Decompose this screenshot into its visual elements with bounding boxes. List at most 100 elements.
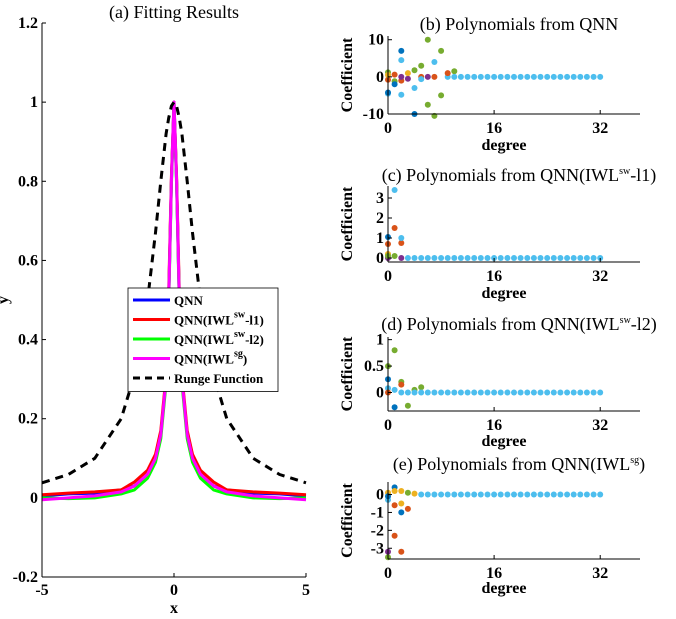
point-d: [504, 389, 511, 396]
ylabel-c: Coefficient: [339, 186, 356, 261]
point-e: [544, 491, 551, 498]
point-b: [451, 68, 458, 75]
point-e: [477, 491, 484, 498]
ytick-label-c: 1: [376, 230, 384, 247]
point-b: [471, 73, 478, 80]
point-c: [464, 255, 471, 261]
ytick-label-c: 0: [376, 250, 384, 267]
point-d: [457, 389, 464, 396]
point-c: [391, 253, 398, 259]
point-d: [577, 389, 584, 396]
point-b: [511, 73, 517, 80]
point-d: [484, 389, 491, 396]
point-c: [517, 255, 524, 261]
point-b: [431, 73, 438, 80]
legend-label-4: Runge Function: [174, 371, 264, 386]
legend-label-1: QNN(IWLsw-l1): [174, 310, 264, 328]
point-e: [570, 491, 577, 498]
point-e: [398, 500, 405, 507]
point-d: [404, 402, 411, 409]
point-c: [504, 255, 511, 261]
point-d: [398, 389, 405, 396]
point-c: [570, 255, 577, 261]
point-b: [398, 91, 405, 98]
title-a: (a) Fitting Results: [109, 2, 239, 23]
point-b: [457, 73, 464, 80]
xlabel-e: degree: [481, 580, 526, 597]
point-b: [524, 73, 531, 80]
legend-a: QNN QNN(IWLsw-l1)QNN(IWLsw-l2) QNN(IWLsg) R…: [127, 287, 279, 392]
point-d: [444, 389, 451, 396]
point-d: [451, 389, 458, 396]
point-c: [411, 255, 418, 261]
ytick-label-d: 0: [376, 385, 384, 402]
point-c: [550, 255, 557, 261]
xlabel-d: degree: [481, 433, 526, 450]
legend-label-2: QNN(IWLsw-l2): [174, 329, 264, 347]
point-b: [577, 73, 584, 80]
point-b: [557, 73, 564, 80]
point-c: [404, 255, 411, 261]
point-b: [391, 71, 398, 78]
point-d: [391, 347, 398, 354]
ytick-label-c: 2: [376, 210, 384, 227]
point-d: [404, 389, 411, 396]
xlabel-b: degree: [481, 137, 526, 154]
point-e: [583, 491, 590, 498]
point-e: [557, 491, 564, 498]
ytick-label-a: 1.2: [18, 15, 38, 32]
point-b: [418, 62, 425, 69]
point-e: [597, 491, 604, 498]
ytick-label-a: 0.6: [18, 252, 38, 269]
point-e: [464, 491, 471, 498]
point-c: [530, 255, 537, 261]
xtick-label-b: 32: [592, 120, 608, 137]
point-b: [537, 73, 544, 80]
point-d: [391, 404, 398, 411]
xtick-label-c: 32: [592, 268, 608, 285]
panel-d: 0 0.5 1 0 16 32 (d) Polynomials from QNN(IWLsw…: [339, 314, 657, 450]
point-d: [491, 389, 498, 396]
point-b: [451, 73, 458, 80]
ytick-label-d: 0.5: [364, 358, 384, 375]
xlabel-a: x: [170, 600, 178, 617]
point-b: [564, 73, 571, 80]
ytick-label-d: 1: [376, 332, 384, 349]
point-c: [457, 255, 464, 261]
point-c: [391, 187, 398, 193]
point-e: [577, 491, 584, 498]
point-e: [398, 488, 405, 494]
point-e: [431, 491, 438, 498]
point-c: [471, 255, 478, 261]
point-e: [517, 491, 524, 498]
point-b: [398, 47, 405, 54]
point-e: [398, 548, 405, 555]
point-e: [537, 491, 544, 498]
point-c: [484, 255, 491, 261]
point-b: [404, 70, 411, 77]
xlabel-c: degree: [481, 285, 526, 302]
point-e: [411, 490, 418, 497]
point-e: [471, 491, 478, 498]
point-d: [517, 389, 524, 396]
point-e: [404, 489, 411, 496]
point-b: [497, 73, 504, 80]
point-d: [524, 389, 531, 396]
point-b: [438, 47, 445, 54]
point-d: [477, 389, 484, 396]
point-d: [590, 389, 597, 396]
point-b: [550, 73, 557, 80]
point-c: [583, 255, 590, 261]
point-c: [537, 255, 544, 261]
point-e: [550, 491, 557, 498]
xtick-label-c: 0: [384, 268, 392, 285]
point-d: [398, 381, 405, 388]
xtick-label-d: 16: [486, 417, 502, 434]
point-b: [438, 92, 445, 99]
xtick-label-d: 0: [384, 417, 392, 434]
point-b: [464, 73, 471, 80]
point-e: [404, 505, 411, 512]
ytick-label-a: 0.2: [18, 411, 38, 428]
panel-c: 0 1 2 3 0 16 32 (c) Polynomials from QNN(IWLsw-…: [339, 165, 656, 302]
point-b: [477, 73, 484, 80]
